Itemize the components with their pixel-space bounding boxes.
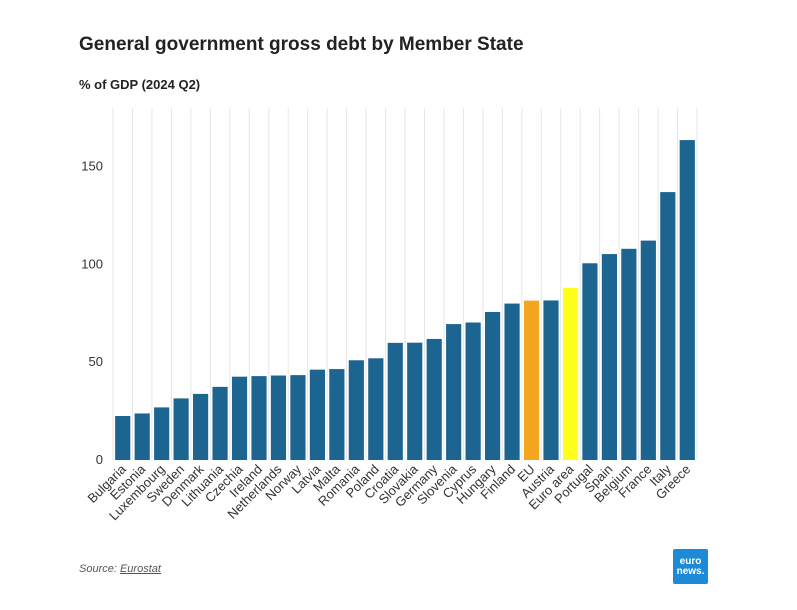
euronews-logo[interactable]: euro news. [673, 549, 708, 584]
bar[interactable] [309, 369, 325, 460]
chart-title: General government gross debt by Member … [79, 34, 524, 55]
bar[interactable] [348, 360, 364, 460]
bar[interactable] [407, 342, 423, 460]
y-tick-label: 0 [96, 452, 103, 467]
logo-line-1: euro [679, 555, 702, 567]
bar[interactable] [504, 303, 520, 460]
bar[interactable] [231, 376, 248, 460]
bar[interactable] [270, 375, 287, 460]
bar[interactable] [446, 324, 462, 460]
grid-lines [112, 108, 698, 460]
bar[interactable] [173, 398, 189, 460]
bar[interactable] [465, 322, 481, 460]
bars [115, 140, 695, 460]
bar[interactable] [582, 263, 598, 460]
bar[interactable] [640, 240, 656, 460]
logo-line-2: news. [676, 565, 705, 577]
y-tick-label: 150 [81, 159, 103, 174]
chart-subtitle: % of GDP (2024 Q2) [79, 77, 201, 92]
bar[interactable] [660, 192, 676, 460]
bar[interactable] [251, 376, 267, 460]
bar[interactable] [601, 254, 617, 460]
bar[interactable] [154, 407, 170, 460]
bar[interactable] [543, 300, 559, 460]
source-note: Source: Eurostat [79, 563, 161, 575]
bar[interactable] [562, 287, 579, 460]
bar[interactable] [485, 311, 501, 460]
y-tick-label: 50 [89, 354, 103, 369]
bar[interactable] [368, 358, 384, 460]
x-axis-ticks: BulgariaEstoniaLuxembourgSwedenDenmarkLi… [85, 461, 694, 523]
bar[interactable] [679, 140, 695, 460]
y-tick-label: 100 [81, 256, 103, 271]
bar[interactable] [212, 386, 228, 460]
bar[interactable] [115, 416, 131, 460]
bar[interactable] [193, 393, 209, 460]
bar[interactable] [523, 300, 540, 460]
y-axis-ticks: 0 50 100 150 [81, 159, 103, 467]
source-link[interactable]: Eurostat [119, 563, 161, 575]
bar[interactable] [134, 413, 150, 460]
bar[interactable] [290, 375, 306, 460]
bar[interactable] [621, 248, 637, 460]
bar[interactable] [387, 342, 403, 460]
bar-chart: 0 50 100 150 BulgariaEstoniaLuxembourgSwede… [81, 108, 698, 523]
bar[interactable] [426, 338, 442, 460]
source-prefix: Source: [79, 563, 120, 575]
bar[interactable] [329, 369, 345, 460]
